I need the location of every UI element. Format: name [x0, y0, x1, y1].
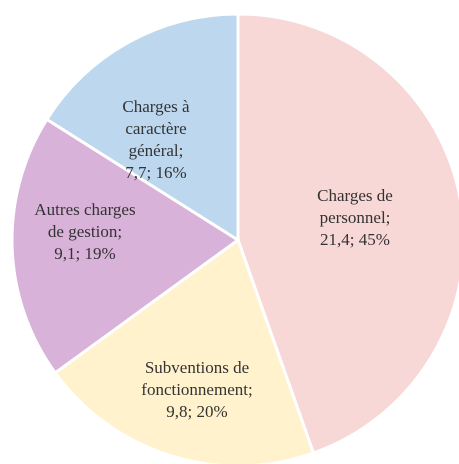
value-label: 7,7: [125, 163, 147, 182]
slice-label: Charges à caractère général; 7,7; 16%: [108, 90, 204, 190]
category-label: Charges de personnel: [317, 186, 393, 227]
label-separator: ;: [187, 402, 197, 421]
value-label: 9,1: [54, 244, 76, 263]
percent-label: 45%: [358, 230, 390, 249]
label-separator: ;: [247, 380, 253, 399]
label-separator: ;: [117, 222, 123, 241]
label-box: Charges à caractère général; 7,7; 16%: [108, 90, 204, 190]
slice-label: Autres charges de gestion; 9,1; 19%: [31, 182, 139, 282]
slice-label: Subventions de fonctionnement; 9,8; 20%: [122, 340, 272, 440]
label-text: Charges à caractère général; 7,7; 16%: [108, 96, 204, 184]
pie-slice: [44, 12, 240, 243]
pie-slice: [53, 237, 316, 464]
label-separator: ;: [75, 244, 85, 263]
value-label: 9,8: [166, 402, 188, 421]
pie-slice: [10, 117, 241, 375]
label-text: Subventions de fonctionnement; 9,8; 20%: [122, 357, 272, 423]
label-box: Charges de personnel; 21,4; 45%: [300, 168, 410, 268]
label-box: Subventions de fonctionnement; 9,8; 20%: [122, 340, 272, 440]
slice-label: Charges de personnel; 21,4; 45%: [300, 168, 410, 268]
percent-label: 20%: [196, 402, 228, 421]
value-label: 21,4: [320, 230, 350, 249]
category-label: Autres charges de gestion: [34, 200, 136, 241]
label-separator: ;: [178, 141, 184, 160]
percent-label: 19%: [84, 244, 116, 263]
label-separator: ;: [385, 208, 391, 227]
category-label: Charges à caractère général: [122, 97, 190, 160]
pie-slice: [236, 12, 459, 455]
category-label: Subventions de fonctionnement: [141, 358, 250, 399]
label-box: Autres charges de gestion; 9,1; 19%: [31, 182, 139, 282]
label-separator: ;: [349, 230, 359, 249]
label-separator: ;: [146, 163, 156, 182]
label-text: Charges de personnel; 21,4; 45%: [300, 185, 410, 251]
label-text: Autres charges de gestion; 9,1; 19%: [31, 199, 139, 265]
percent-label: 16%: [155, 163, 187, 182]
